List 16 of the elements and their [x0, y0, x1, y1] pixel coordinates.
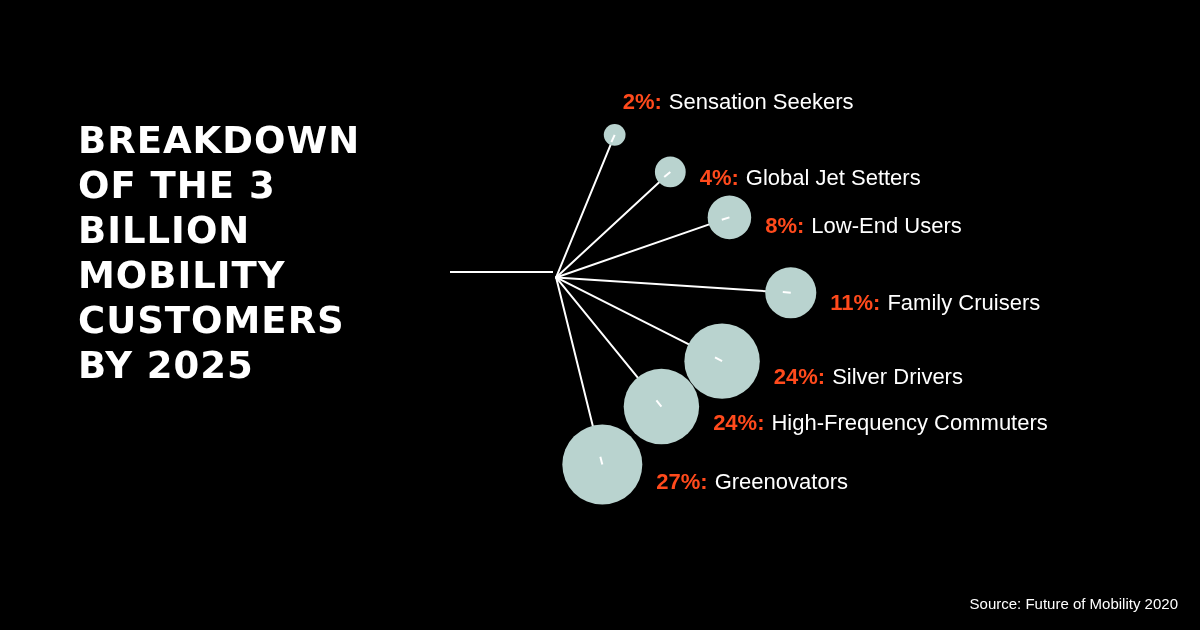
data-label: 27%: [656, 468, 708, 494]
category-label: High-Frequency Commuters [771, 409, 1048, 435]
text: BREAKDOWN OF THE 3 BILLION MOBILITY CUSTOMERS BY 2025 [78, 118, 362, 388]
category-label: Silver Drivers [832, 364, 963, 390]
data-label: 8%: [765, 213, 805, 239]
data-label: 4%: [699, 164, 739, 190]
category-label: Greenovators [714, 468, 848, 494]
data-label: 24%: [713, 409, 765, 435]
category-label: Family Cruisers [887, 290, 1041, 316]
category-label: Low-End Users [811, 213, 962, 239]
data-label: 24%: [773, 364, 826, 390]
data-label: 2%: [622, 88, 662, 114]
data-label: 11%: [830, 290, 881, 316]
category-label: Global Jet Setters [745, 164, 921, 190]
source-note: Source: Future of Mobility 2020 [969, 595, 1178, 612]
category-label: Sensation Seekers [668, 88, 854, 114]
